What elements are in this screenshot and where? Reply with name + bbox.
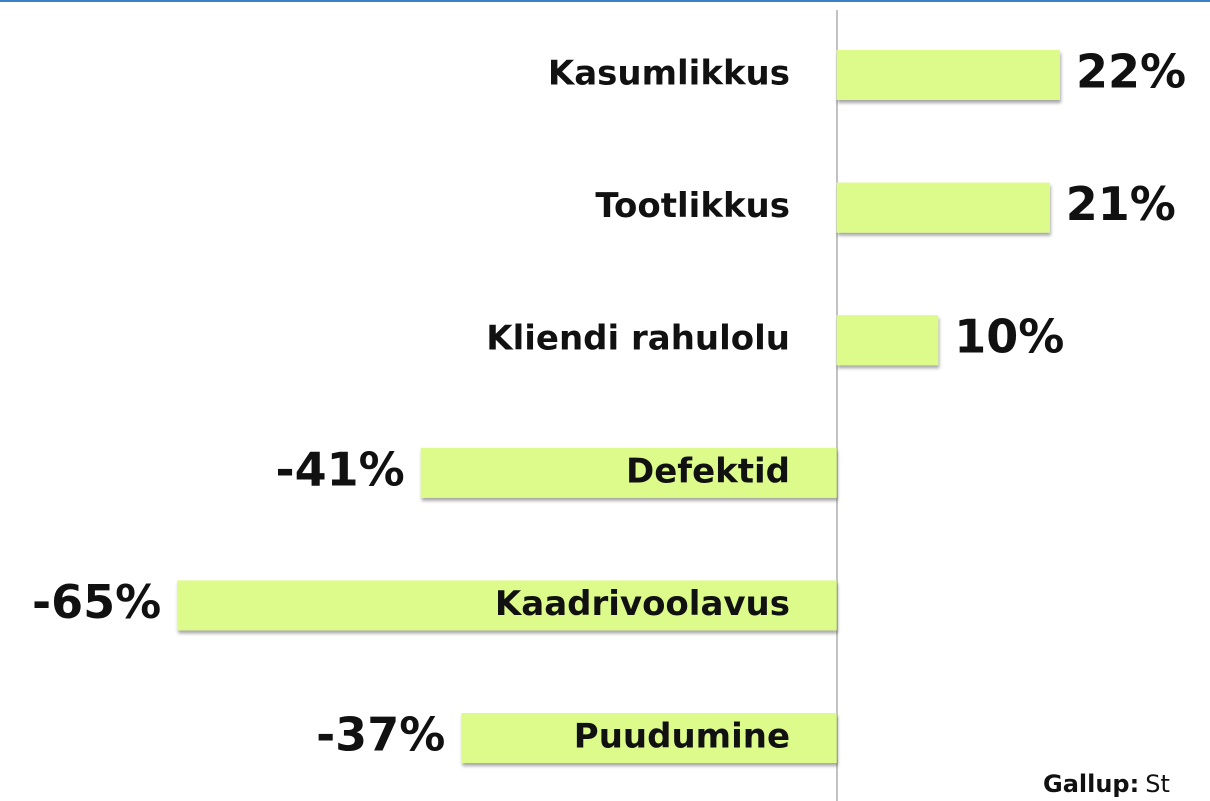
bar (177, 580, 837, 631)
source-label: Gallup: (1043, 770, 1139, 798)
category-label: Tootlikkus (595, 186, 790, 226)
source-text: St (1145, 770, 1170, 798)
value-label: 10% (954, 310, 1064, 364)
category-label: Kliendi rahulolu (486, 319, 790, 359)
source: Gallup: St (1043, 770, 1170, 798)
value-label: 21% (1066, 177, 1176, 231)
value-label: -41% (276, 442, 405, 496)
category-label: Kaadrivoolavus (495, 584, 790, 624)
value-label: -65% (32, 575, 161, 629)
bar (461, 713, 837, 763)
top-rule (0, 0, 1210, 2)
category-label: Kasumlikkus (548, 54, 790, 94)
value-label: -37% (316, 708, 445, 762)
bar (420, 447, 837, 498)
bar (836, 182, 1050, 233)
category-label: Puudumine (574, 717, 790, 757)
bar (836, 315, 939, 366)
bar (836, 50, 1060, 100)
value-label: 22% (1076, 45, 1186, 99)
category-label: Defektid (626, 451, 790, 491)
